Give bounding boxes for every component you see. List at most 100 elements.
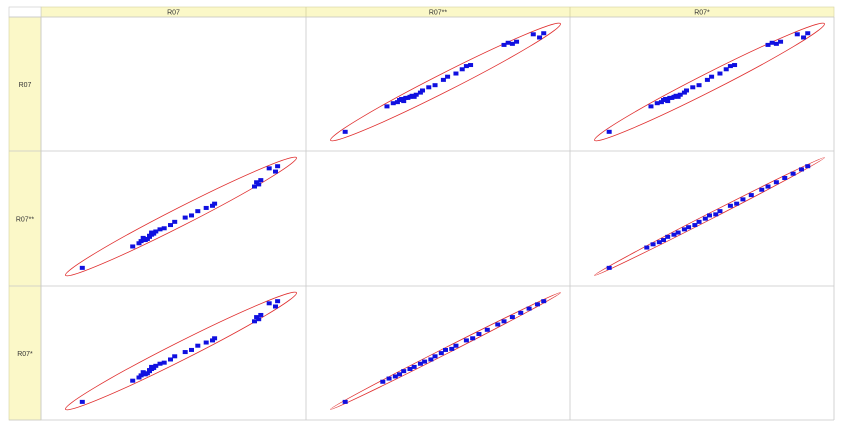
cell-R07**-vs-R07*-point [734, 201, 740, 206]
cell-R07-vs-R07*-point [732, 63, 738, 68]
cell-R07*-vs-R07**-point [501, 319, 507, 324]
cell-R07-vs-R07*-point [681, 90, 687, 95]
cell-R07**-vs-R07*-point [765, 184, 771, 189]
cell-R07-vs-R07**-point [413, 92, 419, 97]
cell-R07*-vs-R07-point [258, 312, 264, 317]
cell-R07-vs-R07*-point [654, 101, 660, 106]
cell-R07**-vs-R07-point [161, 226, 167, 231]
cell-R07**-vs-R07-point [168, 223, 173, 228]
cell-R07-vs-R07*-point [778, 39, 784, 44]
cell-R07-vs-R07**-point [468, 63, 474, 68]
cell-R07*-vs-R07**-point [428, 357, 434, 362]
cell-R07*-vs-R07-point [256, 317, 262, 322]
cell-R07-vs-R07**-point [394, 100, 400, 105]
cell-R07*-vs-R07**-point [449, 346, 455, 351]
cell-R07-vs-R07*-point [723, 67, 729, 72]
cell-R07*-vs-R07-point [266, 301, 272, 306]
cell-R07**-vs-R07-point [203, 205, 209, 210]
row-header-2: R07** [16, 217, 35, 224]
cell-R07-vs-R07**-point [463, 64, 469, 69]
cell-R07**-vs-R07-point [140, 235, 146, 240]
cell-R07**-vs-R07*-point [717, 209, 723, 214]
column-header-2: R07** [429, 10, 448, 17]
cell-R07-vs-R07*-point [801, 35, 807, 40]
cell-R07**-vs-R07*-point [606, 265, 612, 270]
cell-R07-vs-R07**-point [440, 77, 446, 82]
cell-R07-vs-R07**-point [426, 85, 432, 90]
cell-R07*-vs-R07**-point [476, 332, 482, 337]
cell-R07*-vs-R07-point [130, 378, 136, 383]
cell-R07**-vs-R07-point [273, 169, 278, 174]
cell-R07*-vs-R07-point [254, 315, 260, 320]
cell-R07-vs-R07**-point [401, 99, 407, 104]
cell-R07*-vs-R07-point [275, 299, 281, 304]
cell-R07*-vs-R07-point [252, 319, 257, 324]
cell-R07-vs-R07*-point [727, 64, 733, 69]
cell-R07**-vs-R07-point [252, 184, 257, 189]
cell-R07-vs-R07**-point [417, 90, 423, 95]
cell-R07-vs-R07**-point [537, 35, 543, 40]
cell-R07*-vs-R07-point [79, 399, 85, 404]
cell-R07-vs-R07*-point [690, 85, 696, 90]
cell-R07-vs-R07*-point [704, 77, 710, 82]
cell-R07*-vs-R07**-point [541, 299, 547, 304]
cell-R07-vs-R07*-point [684, 88, 690, 93]
cell-R07**-vs-R07-point [144, 236, 150, 241]
cell-R07*-vs-R07**-point [386, 376, 392, 381]
cell-R07*-vs-R07**-point [407, 367, 413, 372]
cell-R07*-vs-R07**-point [453, 343, 459, 348]
cell-R07*-vs-R07-point [153, 363, 159, 368]
row-header-3: R07* [17, 351, 33, 358]
cell-R07*-vs-R07**-point [470, 336, 476, 341]
cell-R07**-vs-R07*-point [650, 242, 656, 247]
cell-R07*-vs-R07**-point [526, 306, 532, 311]
cell-R07-vs-R07*-point [658, 100, 664, 105]
cell-R07*-vs-R07-point [149, 364, 155, 369]
cell-R07*-vs-R07-point [210, 338, 215, 343]
cell-R07*-vs-R07**-point [484, 327, 490, 332]
cell-R07**-vs-R07-point [195, 209, 201, 214]
cell-R07**-vs-R07*-point [702, 216, 708, 221]
cell-R07**-vs-R07*-point [713, 212, 719, 217]
cell-R07*-vs-R07**-point [397, 372, 403, 377]
cell-R07-vs-R07*-point [675, 94, 681, 99]
cell-R07-vs-R07*-point [769, 40, 775, 45]
cell-R07*-vs-R07-point [172, 354, 178, 359]
cell-R07-vs-R07**-point [384, 104, 390, 109]
cell-R07**-vs-R07-point [182, 215, 188, 220]
cell-R07**-vs-R07-point [212, 201, 218, 206]
cell-R07**-vs-R07-point [136, 241, 142, 246]
cell-R07-vs-R07**-point [530, 32, 536, 37]
cell-R07*-vs-R07-point [168, 357, 173, 362]
column-header-1: R07 [167, 10, 180, 17]
cell-R07*-vs-R07-point [144, 371, 150, 376]
cell-R07-vs-R07*-point [665, 99, 671, 104]
cell-R07**-vs-R07-point [153, 229, 159, 234]
cell-R07**-vs-R07-point [138, 239, 144, 244]
cell-R07**-vs-R07*-point [671, 232, 677, 237]
cell-R07*-vs-R07-point [273, 304, 278, 309]
cell-R07*-vs-R07**-point [401, 369, 407, 374]
cell-R07-vs-R07**-point [432, 83, 438, 88]
cell-R07*-vs-R07**-point [534, 302, 540, 307]
cell-R07**-vs-R07*-point [675, 230, 681, 235]
cell-R07-vs-R07**-point [453, 71, 459, 76]
cell-R07-vs-R07*-point [765, 42, 771, 47]
cell-R07*-vs-R07**-point [417, 361, 423, 366]
cell-R07**-vs-R07-point [258, 178, 264, 183]
cell-R07*-vs-R07-point [138, 373, 144, 378]
cell-R07**-vs-R07*-point [644, 245, 650, 250]
cell-R07**-vs-R07*-point [805, 164, 811, 169]
cell-R07*-vs-R07**-point [342, 399, 348, 404]
cell-R07**-vs-R07*-point [798, 167, 804, 172]
cell-R07-vs-R07*-point [773, 41, 779, 46]
cell-R07*-vs-R07-point [161, 360, 167, 365]
cell-R07-vs-R07*-point [794, 32, 800, 37]
cell-R07**-vs-R07*-point [686, 225, 692, 230]
cell-R07-vs-R07*-point [663, 96, 669, 101]
cell-R07**-vs-R07-point [149, 230, 155, 235]
cell-R07**-vs-R07*-point [740, 197, 746, 202]
cell-R07*-vs-R07-point [157, 361, 163, 366]
cell-R07*-vs-R07-point [195, 343, 201, 348]
cell-R07-vs-R07**-point [509, 41, 515, 46]
